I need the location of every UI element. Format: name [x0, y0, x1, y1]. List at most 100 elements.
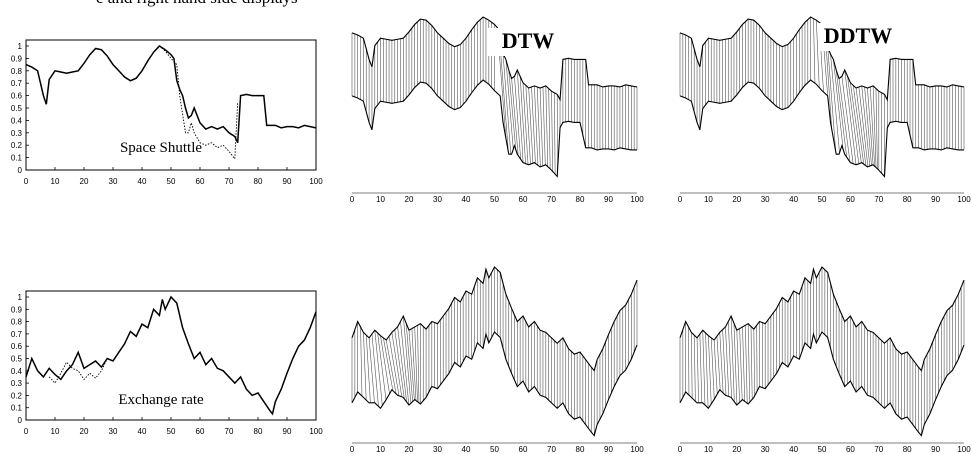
x-tick-label: 90: [283, 177, 292, 186]
x-tick-label: 90: [604, 195, 613, 204]
warping-link: [864, 86, 872, 166]
x-tick-label: 30: [761, 445, 770, 454]
warping-link: [519, 76, 526, 164]
x-tick-label: 70: [225, 427, 234, 436]
method-label: DTW: [502, 28, 555, 53]
warping-link: [505, 59, 514, 150]
series-annotation: Exchange rate: [118, 392, 204, 408]
warping-link: [858, 86, 869, 167]
x-tick-label: 30: [433, 195, 442, 204]
warping-link: [377, 332, 387, 400]
x-tick-label: 60: [196, 177, 205, 186]
warping-link: [875, 88, 878, 169]
x-tick-label: 10: [51, 177, 60, 186]
warping-link: [371, 334, 379, 407]
warping-link: [691, 332, 693, 399]
warping-link: [861, 85, 871, 167]
warping-link: [830, 54, 840, 153]
warping-link: [872, 85, 877, 168]
warping-link: [508, 69, 517, 150]
x-tick-label: 100: [630, 445, 644, 454]
method-label-bg: [818, 23, 898, 51]
warping-link: [545, 85, 549, 167]
x-tick-label: 60: [846, 445, 855, 454]
panel-3: 0 10 20 30 40 50 60 70 80 90 100 DDTW: [678, 16, 971, 204]
series-line-upper: [351, 266, 638, 372]
warping-link: [551, 91, 553, 172]
x-tick-label: 0: [678, 195, 683, 204]
y-tick-label: 1: [18, 42, 23, 51]
y-tick-label: 1: [18, 293, 23, 302]
x-tick-label: 50: [490, 445, 499, 454]
x-tick-label: 40: [138, 427, 147, 436]
x-tick-label: 40: [138, 177, 147, 186]
warping-link: [710, 337, 715, 400]
warping-link: [517, 69, 524, 163]
x-tick-label: 100: [957, 195, 971, 204]
x-tick-label: 80: [254, 177, 263, 186]
x-tick-label: 0: [350, 445, 355, 454]
warping-link: [847, 76, 860, 164]
warping-link: [397, 326, 407, 402]
warping-link: [736, 330, 740, 403]
warping-link: [705, 332, 709, 409]
warping-link: [753, 329, 755, 396]
x-tick-label: 30: [109, 177, 118, 186]
warping-link: [730, 316, 735, 402]
y-tick-label: 0.4: [11, 367, 23, 376]
warping-link: [852, 85, 865, 165]
warping-link: [414, 326, 418, 402]
series-line-lower: [351, 331, 638, 437]
warping-link: [380, 335, 390, 394]
warping-link: [374, 330, 383, 406]
warping-link: [554, 92, 556, 175]
warping-link: [841, 76, 854, 164]
warping-link: [867, 87, 874, 165]
warping-link: [394, 329, 405, 399]
warping-link: [855, 87, 867, 166]
method-label: DDTW: [824, 23, 892, 48]
warping-link: [408, 330, 415, 400]
warping-link: [745, 325, 748, 404]
warping-link: [391, 332, 403, 397]
x-tick-label: 70: [874, 195, 883, 204]
warping-link: [696, 337, 699, 403]
y-tick-label: 0.9: [11, 305, 23, 314]
warping-link: [750, 326, 753, 400]
warping-link: [417, 325, 420, 403]
x-tick-label: 0: [678, 445, 683, 454]
y-tick-label: 0.8: [11, 67, 23, 76]
x-tick-label: 10: [376, 195, 385, 204]
warping-link: [733, 323, 738, 405]
warping-link: [365, 335, 371, 403]
y-tick-label: 0: [18, 166, 23, 175]
warping-link: [536, 86, 541, 167]
y-tick-label: 0.7: [11, 330, 23, 339]
series-line: [25, 45, 317, 144]
warping-link: [716, 336, 721, 391]
y-tick-label: 0.5: [11, 355, 23, 364]
x-tick-label: 40: [789, 445, 798, 454]
warping-link: [528, 88, 534, 164]
x-tick-label: 60: [519, 195, 528, 204]
warping-link: [502, 54, 512, 155]
warping-link: [838, 78, 851, 163]
x-tick-label: 60: [519, 445, 528, 454]
warping-link: [522, 82, 529, 165]
y-tick-label: 0.8: [11, 318, 23, 327]
x-tick-label: 10: [704, 445, 713, 454]
warping-link: [363, 332, 367, 401]
x-tick-label: 0: [24, 427, 29, 436]
warping-link: [534, 85, 539, 166]
x-tick-label: 70: [547, 445, 556, 454]
warping-link: [827, 46, 837, 152]
warping-link: [844, 69, 857, 165]
y-tick-label: 0: [18, 416, 23, 425]
y-tick-label: 0.3: [11, 129, 23, 138]
y-tick-label: 0.2: [11, 141, 23, 150]
series-line-dotted: [159, 45, 239, 161]
warping-link: [747, 323, 751, 403]
x-tick-label: 100: [957, 445, 971, 454]
warping-link: [542, 86, 546, 166]
